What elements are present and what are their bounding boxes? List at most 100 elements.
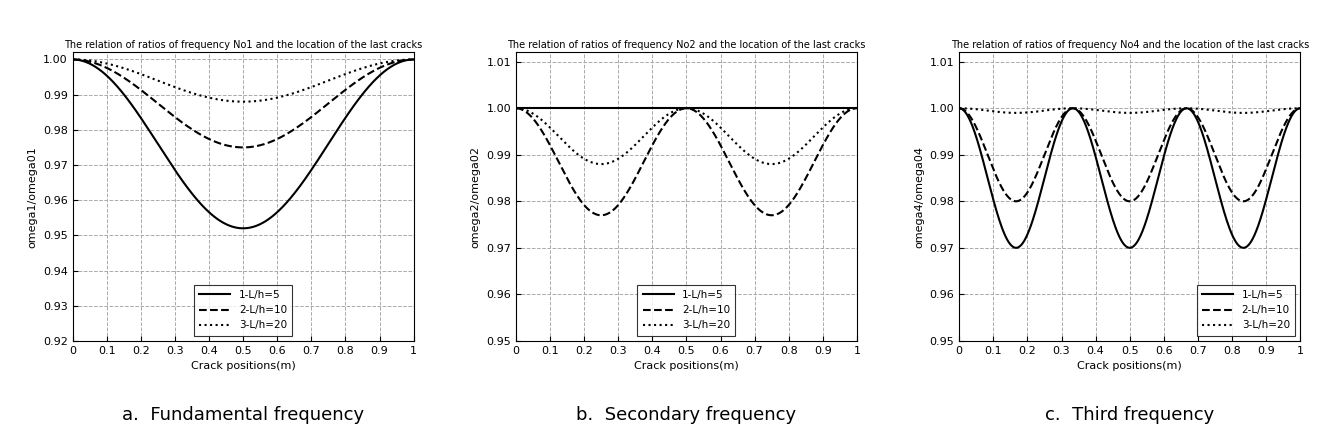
Legend: 1-L/h=5, 2-L/h=10, 3-L/h=20: 1-L/h=5, 2-L/h=10, 3-L/h=20 <box>638 285 735 336</box>
1-L/h=5 <box>300 173 315 179</box>
Line: 2-L/h=10: 2-L/h=10 <box>960 108 1300 201</box>
3-L/h=20 <box>1089 108 1105 113</box>
3-L/h=20 <box>742 153 758 159</box>
2-L/h=10 <box>337 87 352 93</box>
2-L/h=10 <box>405 57 421 62</box>
2-L/h=10 <box>99 66 115 71</box>
3-L/h=20 <box>849 106 865 111</box>
1-L/h=5 <box>1089 161 1105 166</box>
2-L/h=10 <box>65 57 81 62</box>
Text: b.  Secondary frequency: b. Secondary frequency <box>577 406 796 424</box>
2-L/h=10 <box>331 92 347 97</box>
3-L/h=20 <box>780 156 796 162</box>
2-L/h=10 <box>986 168 1002 173</box>
3-L/h=20 <box>1224 110 1239 115</box>
Y-axis label: omega4/omega04: omega4/omega04 <box>913 146 924 248</box>
Title: The relation of ratios of frequency No2 and the location of the last cracks: The relation of ratios of frequency No2 … <box>507 40 866 50</box>
3-L/h=20 <box>508 106 524 111</box>
3-L/h=20 <box>331 74 347 79</box>
1-L/h=5 <box>1292 106 1308 111</box>
2-L/h=10 <box>1217 178 1233 183</box>
2-L/h=10 <box>647 139 663 145</box>
Line: 3-L/h=20: 3-L/h=20 <box>73 59 413 102</box>
1-L/h=5 <box>780 106 796 111</box>
1-L/h=5 <box>235 225 251 231</box>
2-L/h=10 <box>593 213 609 218</box>
1-L/h=5 <box>65 57 81 62</box>
X-axis label: Crack positions(m): Crack positions(m) <box>1077 361 1183 371</box>
X-axis label: Crack positions(m): Crack positions(m) <box>190 361 296 371</box>
3-L/h=20 <box>659 113 675 118</box>
1-L/h=5 <box>202 211 218 216</box>
1-L/h=5 <box>337 116 352 121</box>
2-L/h=10 <box>1224 189 1239 194</box>
Line: 2-L/h=10: 2-L/h=10 <box>516 108 857 215</box>
1-L/h=5 <box>1217 214 1233 219</box>
3-L/h=20 <box>202 95 218 101</box>
Line: 3-L/h=20: 3-L/h=20 <box>516 108 857 164</box>
2-L/h=10 <box>780 203 796 208</box>
2-L/h=10 <box>849 106 865 111</box>
2-L/h=10 <box>1185 109 1201 114</box>
3-L/h=20 <box>300 86 315 91</box>
2-L/h=10 <box>1102 173 1118 178</box>
3-L/h=20 <box>235 99 251 104</box>
2-L/h=10 <box>742 197 758 202</box>
2-L/h=10 <box>1008 199 1024 204</box>
3-L/h=20 <box>99 61 115 66</box>
1-L/h=5 <box>215 220 231 225</box>
3-L/h=20 <box>1102 109 1118 114</box>
2-L/h=10 <box>202 137 218 142</box>
Text: a.  Fundamental frequency: a. Fundamental frequency <box>121 406 364 424</box>
2-L/h=10 <box>659 119 675 125</box>
1-L/h=5 <box>774 106 789 111</box>
1-L/h=5 <box>952 106 968 111</box>
3-L/h=20 <box>593 161 609 166</box>
1-L/h=5 <box>742 106 758 111</box>
Line: 1-L/h=5: 1-L/h=5 <box>73 59 413 228</box>
Legend: 1-L/h=5, 2-L/h=10, 3-L/h=20: 1-L/h=5, 2-L/h=10, 3-L/h=20 <box>194 285 292 336</box>
Text: c.  Third frequency: c. Third frequency <box>1045 406 1214 424</box>
3-L/h=20 <box>1185 106 1201 111</box>
2-L/h=10 <box>235 145 251 150</box>
3-L/h=20 <box>1292 106 1308 111</box>
2-L/h=10 <box>215 142 231 147</box>
1-L/h=5 <box>99 74 115 79</box>
Legend: 1-L/h=5, 2-L/h=10, 3-L/h=20: 1-L/h=5, 2-L/h=10, 3-L/h=20 <box>1197 285 1295 336</box>
Title: The relation of ratios of frequency No4 and the location of the last cracks: The relation of ratios of frequency No4 … <box>950 40 1309 50</box>
1-L/h=5 <box>1102 207 1118 212</box>
1-L/h=5 <box>331 125 347 130</box>
1-L/h=5 <box>1185 111 1201 116</box>
Title: The relation of ratios of frequency No1 and the location of the last cracks: The relation of ratios of frequency No1 … <box>63 40 422 50</box>
1-L/h=5 <box>508 106 524 111</box>
Line: 3-L/h=20: 3-L/h=20 <box>960 108 1300 113</box>
3-L/h=20 <box>337 72 352 77</box>
3-L/h=20 <box>543 125 558 131</box>
Line: 2-L/h=10: 2-L/h=10 <box>73 59 413 147</box>
X-axis label: Crack positions(m): Crack positions(m) <box>634 361 739 371</box>
3-L/h=20 <box>1008 110 1024 115</box>
3-L/h=20 <box>775 160 791 165</box>
3-L/h=20 <box>647 123 663 128</box>
3-L/h=20 <box>215 97 231 103</box>
1-L/h=5 <box>543 106 558 111</box>
1-L/h=5 <box>405 57 421 62</box>
3-L/h=20 <box>986 109 1002 114</box>
2-L/h=10 <box>1089 142 1105 148</box>
1-L/h=5 <box>1008 245 1024 250</box>
2-L/h=10 <box>543 144 558 149</box>
Line: 1-L/h=5: 1-L/h=5 <box>960 108 1300 248</box>
2-L/h=10 <box>508 106 524 111</box>
3-L/h=20 <box>405 57 421 62</box>
2-L/h=10 <box>952 106 968 111</box>
Y-axis label: omega1/omega01: omega1/omega01 <box>28 146 37 247</box>
1-L/h=5 <box>645 106 661 111</box>
1-L/h=5 <box>1224 231 1239 236</box>
Y-axis label: omega2/omega02: omega2/omega02 <box>471 146 480 248</box>
1-L/h=5 <box>986 200 1002 205</box>
2-L/h=10 <box>300 118 315 123</box>
1-L/h=5 <box>659 106 675 111</box>
2-L/h=10 <box>775 209 791 214</box>
3-L/h=20 <box>1217 109 1233 114</box>
2-L/h=10 <box>1292 106 1308 111</box>
